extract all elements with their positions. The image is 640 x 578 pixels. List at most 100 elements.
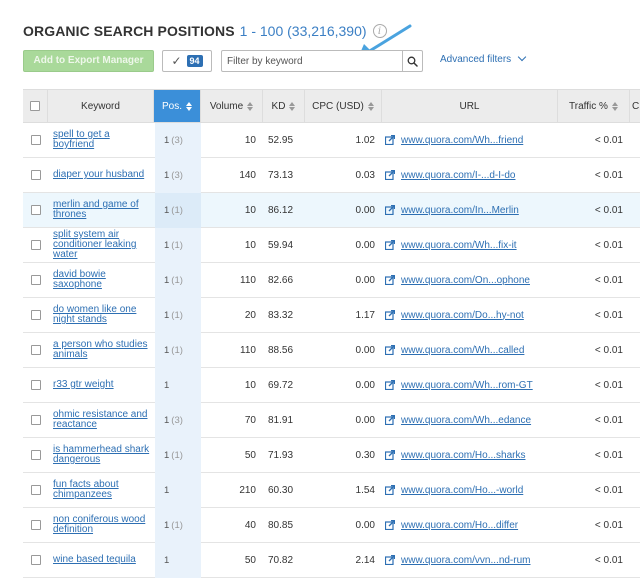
keyword-link[interactable]: ohmic resistance and reactance [53, 409, 148, 430]
url-link[interactable]: www.quora.com/Wh...rom-GT [401, 379, 533, 391]
row-checkbox[interactable] [30, 380, 41, 390]
url-link[interactable]: www.quora.com/Wh...edance [401, 414, 532, 426]
keyword-link[interactable]: fun facts about chimpanzees [53, 479, 119, 500]
info-icon[interactable]: i [372, 24, 387, 38]
url-link[interactable]: www.quora.com/On...ophone [401, 274, 530, 286]
row-checkbox[interactable] [30, 240, 41, 250]
kd-cell: 80.85 [268, 519, 294, 531]
cpc-cell: 0.00 [355, 344, 375, 356]
traffic-cell: < 0.01 [594, 239, 623, 251]
position-cell: 1 (1) [155, 333, 201, 368]
keyword-link[interactable]: is hammerhead shark dangerous [53, 444, 150, 465]
select-all-toggle[interactable]: ✓ 94 [162, 50, 212, 72]
row-checkbox[interactable] [30, 275, 41, 285]
external-link-icon[interactable] [385, 415, 395, 425]
column-cpc[interactable]: CPC (USD) [305, 90, 382, 122]
url-link[interactable]: www.quora.com/Wh...called [401, 344, 525, 356]
row-checkbox[interactable] [30, 170, 41, 180]
keyword-link[interactable]: split system air conditioner leaking wat… [53, 229, 137, 260]
url-link[interactable]: www.quora.com/Ho...-world [401, 484, 524, 496]
column-volume[interactable]: Volume [201, 90, 263, 122]
page-title: ORGANIC SEARCH POSITIONS [23, 23, 235, 39]
external-link-icon[interactable] [385, 135, 395, 145]
url-link[interactable]: www.quora.com/Ho...sharks [401, 449, 526, 461]
external-link-icon[interactable] [385, 345, 395, 355]
url-cell: www.quora.com/In...Merlin [385, 193, 555, 227]
volume-cell: 50 [244, 449, 256, 461]
cpc-cell: 0.00 [355, 239, 375, 251]
keyword-filter [221, 50, 423, 72]
external-link-icon[interactable] [385, 485, 395, 495]
column-position-label: Pos. [161, 100, 182, 112]
url-link[interactable]: www.quora.com/vvn...nd-rum [401, 554, 531, 566]
keyword-link[interactable]: merlin and game of thrones [53, 199, 139, 220]
url-link[interactable]: www.quora.com/Wh...friend [401, 134, 524, 146]
url-link[interactable]: www.quora.com/Wh...fix-it [401, 239, 517, 251]
column-keyword[interactable]: Keyword [48, 90, 154, 122]
url-link[interactable]: www.quora.com/Ho...differ [401, 519, 519, 531]
table-row: merlin and game of thrones 1 (1) 10 86.12 0.0… [23, 193, 640, 228]
row-select [23, 228, 48, 262]
external-link-icon[interactable] [385, 275, 395, 285]
external-link-icon[interactable] [385, 240, 395, 250]
row-checkbox[interactable] [30, 520, 41, 530]
table-row: r33 gtr weight 1 10 69.72 0.00 www.quora.com/… [23, 368, 640, 403]
url-cell: www.quora.com/I-...d-I-do [385, 158, 555, 192]
sort-icon [611, 101, 618, 111]
select-all-checkbox[interactable] [30, 101, 40, 111]
row-checkbox[interactable] [30, 485, 41, 495]
previous-position: (1) [171, 240, 183, 251]
column-traffic-label: Traffic % [569, 100, 608, 112]
url-cell: www.quora.com/Wh...friend [385, 123, 555, 157]
row-select [23, 123, 48, 157]
volume-cell: 210 [239, 484, 256, 496]
kd-cell: 70.82 [268, 554, 294, 566]
previous-position: (3) [171, 415, 183, 426]
filter-by-keyword-input[interactable] [222, 51, 402, 71]
keyword-link[interactable]: do women like one night stands [53, 304, 137, 325]
row-checkbox[interactable] [30, 345, 41, 355]
column-traffic[interactable]: Traffic % [558, 90, 630, 122]
column-c[interactable]: C [630, 90, 640, 122]
external-link-icon[interactable] [385, 555, 395, 565]
external-link-icon[interactable] [385, 450, 395, 460]
keyword-link[interactable]: a person who studies animals [53, 339, 148, 360]
row-checkbox[interactable] [30, 450, 41, 460]
keyword-link[interactable]: r33 gtr weight [53, 379, 114, 390]
position-cell: 1 (1) [155, 298, 201, 333]
cpc-cell: 1.02 [355, 134, 375, 146]
column-position[interactable]: Pos. [154, 90, 201, 122]
add-to-export-manager-button[interactable]: Add to Export Manager [23, 50, 154, 72]
advanced-filters-link[interactable]: Advanced filters [440, 52, 527, 65]
row-checkbox[interactable] [30, 205, 41, 215]
keyword-link[interactable]: diaper your husband [53, 169, 145, 180]
external-link-icon[interactable] [385, 170, 395, 180]
url-link[interactable]: www.quora.com/Do...hy-not [401, 309, 524, 321]
sort-icon [247, 101, 254, 111]
row-checkbox[interactable] [30, 415, 41, 425]
row-checkbox[interactable] [30, 555, 41, 565]
external-link-icon[interactable] [385, 205, 395, 215]
external-link-icon[interactable] [385, 310, 395, 320]
keyword-link[interactable]: david bowie saxophone [53, 269, 106, 290]
keyword-link[interactable]: wine based tequila [53, 554, 136, 565]
position-cell: 1 [155, 473, 201, 508]
volume-cell: 20 [244, 309, 256, 321]
row-select [23, 263, 48, 297]
advanced-filters-label: Advanced filters [440, 54, 512, 65]
column-kd[interactable]: KD [263, 90, 305, 122]
row-checkbox[interactable] [30, 310, 41, 320]
volume-cell: 110 [240, 344, 256, 356]
url-link[interactable]: www.quora.com/I-...d-I-do [401, 169, 516, 181]
search-button[interactable] [402, 51, 422, 71]
sort-icon [367, 101, 374, 111]
keyword-link[interactable]: non coniferous wood definition [53, 514, 146, 535]
url-link[interactable]: www.quora.com/In...Merlin [401, 204, 519, 216]
keyword-link[interactable]: spell to get a boyfriend [53, 129, 110, 150]
external-link-icon[interactable] [385, 520, 395, 530]
external-link-icon[interactable] [385, 380, 395, 390]
previous-position: (3) [171, 170, 183, 181]
column-url: URL [382, 90, 558, 122]
row-checkbox[interactable] [30, 135, 41, 145]
traffic-cell: < 0.01 [594, 554, 623, 566]
